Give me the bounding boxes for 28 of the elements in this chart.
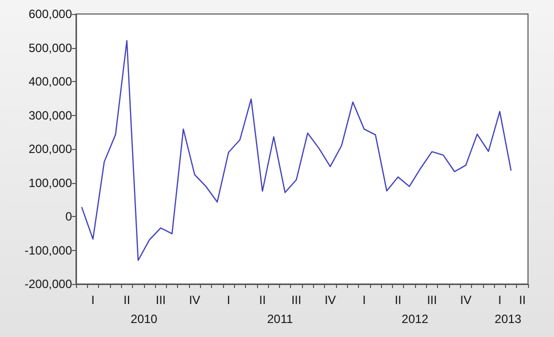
y-tick-label: 200,000 <box>28 142 72 156</box>
y-tick-label: 0 <box>65 210 72 224</box>
x-tick-label: IV <box>324 293 336 307</box>
y-tick-label: 100,000 <box>28 176 72 190</box>
x-tick-label: III <box>291 293 302 307</box>
y-tick-label: 400,000 <box>28 74 72 88</box>
y-tick-label: -100,000 <box>24 243 72 258</box>
x-tick-label: IV <box>188 293 200 307</box>
x-tick-label: II <box>124 293 130 307</box>
text: 2010 <box>130 312 158 326</box>
x-tick-label: II <box>394 293 402 307</box>
x-tick-label: I <box>498 293 502 307</box>
x-tick-label: III <box>156 293 166 307</box>
x-tick-label: III <box>426 293 437 307</box>
y-tick-label: 500,000 <box>28 40 72 55</box>
x-tick-label: I <box>91 293 95 307</box>
y-tick-label: 600,000 <box>28 7 72 21</box>
text: 2013 <box>494 312 522 326</box>
text: 2011 <box>267 312 294 326</box>
line-series <box>81 40 512 261</box>
x-tick-label: I <box>362 293 366 307</box>
x-tick-label: II <box>259 293 266 307</box>
text: 2012 <box>402 312 429 326</box>
x-tick-label: IV <box>460 293 472 307</box>
y-tick-label: 300,000 <box>28 108 72 122</box>
x-tick-label: I <box>226 293 230 307</box>
y-tick-label: -200,000 <box>24 277 72 291</box>
x-tick-label: II <box>519 293 526 307</box>
